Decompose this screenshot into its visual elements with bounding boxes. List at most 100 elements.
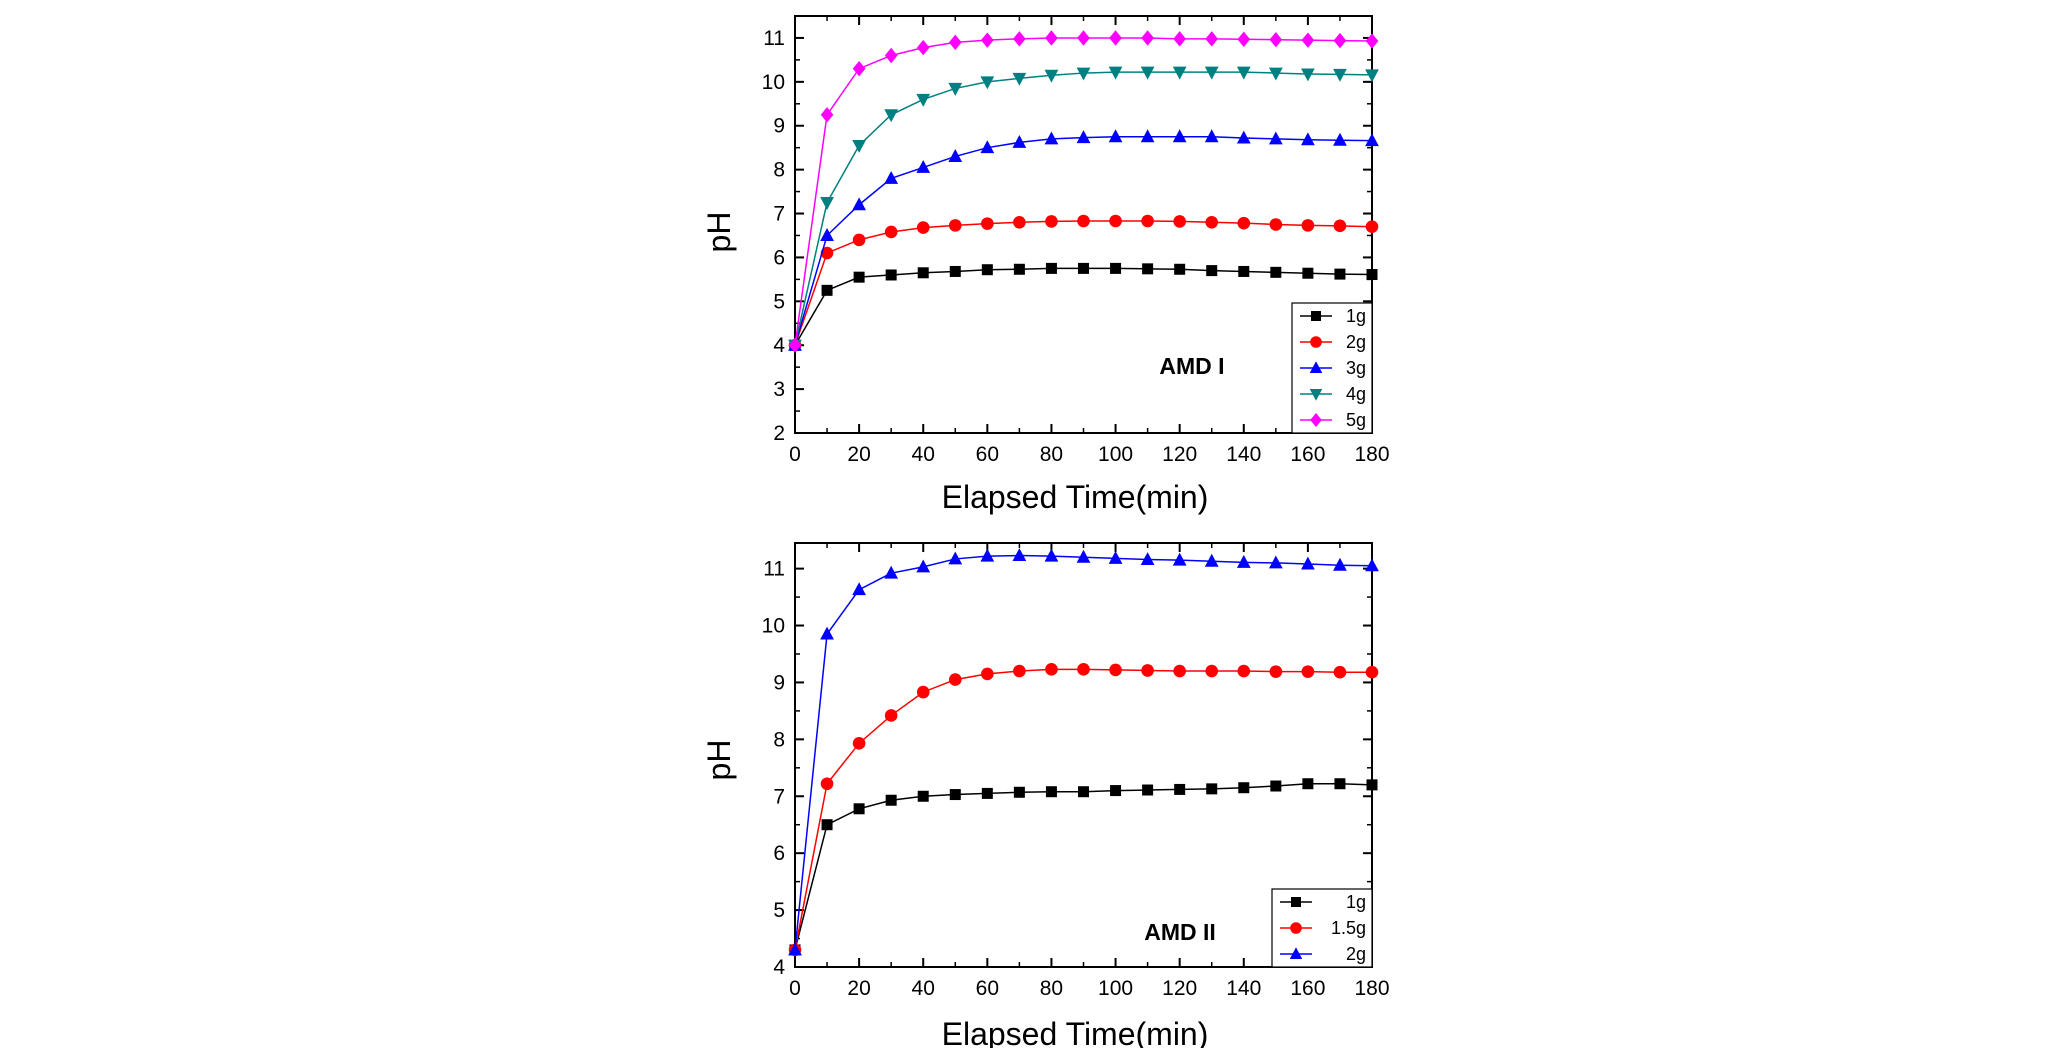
data-point [949,789,961,801]
data-point [1013,786,1025,798]
legend-label: 2g [1346,944,1366,964]
x-tick-label: 160 [1290,443,1325,466]
legend-entry-1.5g: 1.5g [1280,918,1366,938]
y-tick-label: 11 [763,558,785,581]
series-2g [788,214,1379,352]
data-point [1302,778,1314,790]
data-point [1109,663,1122,677]
plot-area-amd-i: 0 20 40 60 80 100 120 140 160 180 2 3 4 5 6 7 8 9 10 11 [762,15,1390,466]
data-point [1365,33,1379,49]
data-point [1237,31,1251,47]
x-tick-label: 180 [1354,977,1389,1000]
legend-marker [1310,336,1322,348]
data-point [1236,66,1251,80]
data-point [852,60,866,77]
data-point [1140,552,1155,566]
y-tick-label: 4 [773,334,785,357]
x-tick-label: 140 [1226,977,1261,1000]
data-point [917,790,929,802]
data-point [1301,132,1315,146]
data-point [820,777,834,791]
legend-amd-ii: 1g 1.5g 2g [1271,888,1373,968]
data-point [1045,30,1058,46]
data-point [916,93,931,107]
data-point [1045,663,1058,676]
data-point [884,109,899,123]
data-point [1174,783,1186,795]
y-tick-label: 9 [773,671,785,694]
y-tick-label: 2 [773,422,785,445]
data-point [916,221,930,234]
y-tick-label: 9 [773,115,785,138]
data-point [1045,786,1057,798]
data-point [981,264,993,276]
data-point [1044,548,1059,562]
data-point [1333,32,1347,49]
data-point [1076,130,1091,144]
legend-label: 3g [1346,358,1366,378]
y-tick-label: 5 [773,899,785,922]
data-point [885,269,897,281]
data-point [1333,132,1347,146]
data-point [1204,66,1219,80]
data-point [1301,219,1315,232]
data-point [1365,133,1379,147]
data-point [1013,664,1026,678]
legend-marker [1309,361,1323,373]
data-point [1044,131,1059,145]
data-point [1204,553,1219,567]
data-point [1366,779,1378,791]
y-tick-label: 6 [773,246,785,269]
y-tick-label: 8 [773,159,785,182]
data-point [1077,30,1090,46]
data-point [949,265,961,277]
x-tick-label: 60 [976,443,999,466]
data-point [948,82,963,96]
legend-marker [1290,922,1302,934]
x-tick-label: 80 [1040,977,1063,1000]
data-point [1206,265,1218,277]
data-point [1270,266,1282,278]
legend-label: 5g [1346,410,1366,430]
data-point [1206,783,1218,795]
data-point [820,626,834,640]
series-3g [788,129,1379,351]
x-tick-label: 140 [1226,443,1261,466]
legend-marker [1311,311,1321,321]
legend-label: 1.5g [1331,918,1366,938]
data-point [1044,69,1059,83]
data-point [1076,549,1091,563]
x-tick-label: 0 [789,443,801,466]
series-1.5g [788,663,1379,957]
y-tick-label: 6 [773,842,785,865]
data-point [853,271,865,283]
data-point [981,217,994,230]
data-point [820,107,834,123]
data-point [1269,218,1283,231]
data-point [916,685,930,699]
data-point [1142,784,1154,796]
data-point [1238,265,1250,277]
data-point [980,76,995,90]
data-point [980,140,995,154]
y-tick-label: 10 [762,615,785,638]
x-tick-label: 160 [1290,977,1325,1000]
y-tick-label: 8 [773,728,785,751]
legend-entry-2g: 2g [1280,944,1366,964]
legend-label: 2g [1346,332,1366,352]
y-tick-label: 10 [762,71,785,94]
legend-amd-i: 1g 2g 3g 4g 5g [1291,302,1373,434]
data-point [1012,548,1027,562]
data-point [948,551,963,565]
data-point [852,737,866,750]
data-point [1334,778,1346,790]
data-point [884,709,898,722]
legend-entry-2g: 2g [1300,332,1366,352]
x-axis-title-amd-i: Elapsed Time(min) [942,479,1209,515]
data-point [1302,267,1314,279]
x-tick-label: 120 [1162,977,1197,1000]
x-tick-label: 100 [1098,977,1133,1000]
data-point [1174,263,1186,275]
